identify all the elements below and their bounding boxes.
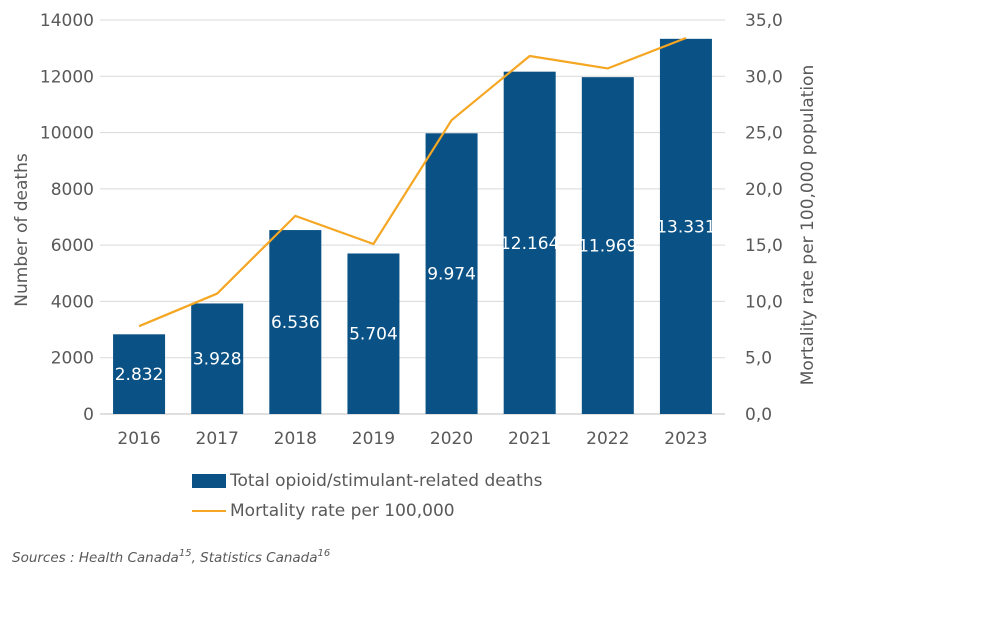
legend-item-line: Mortality rate per 100,000 bbox=[192, 496, 542, 526]
right-tick-label: 25,0 bbox=[745, 124, 783, 144]
legend-line-label: Mortality rate per 100,000 bbox=[230, 501, 455, 521]
bar-data-label: 11.969 bbox=[578, 237, 637, 257]
source-ref-2: 16 bbox=[317, 548, 331, 559]
line-series bbox=[138, 36, 687, 328]
x-tick-label: 2020 bbox=[430, 429, 473, 449]
legend: Total opioid/stimulant-related deaths Mo… bbox=[192, 466, 542, 526]
x-tick-label: 2023 bbox=[664, 429, 707, 449]
legend-item-bars: Total opioid/stimulant-related deaths bbox=[192, 466, 542, 496]
left-tick-label: 8000 bbox=[51, 180, 94, 200]
x-tick-label: 2021 bbox=[508, 429, 551, 449]
right-tick-label: 15,0 bbox=[745, 236, 783, 256]
right-tick-label: 35,0 bbox=[745, 11, 783, 31]
right-tick-label: 20,0 bbox=[745, 180, 783, 200]
right-tick-label: 5,0 bbox=[745, 349, 772, 369]
left-tick-label: 0 bbox=[83, 405, 94, 425]
right-tick-label: 0,0 bbox=[745, 405, 772, 425]
bar-data-label: 5.704 bbox=[349, 325, 398, 345]
right-tick-label: 10,0 bbox=[745, 292, 783, 312]
bar bbox=[113, 334, 166, 414]
bar bbox=[659, 38, 712, 414]
bar bbox=[503, 71, 556, 414]
bar-data-label: 2.832 bbox=[115, 365, 164, 385]
left-tick-label: 2000 bbox=[51, 349, 94, 369]
bar-data-label: 6.536 bbox=[271, 313, 320, 333]
right-axis-ticks: 0,0 5,0 10,0 15,0 20,0 25,0 30,0 35,0 bbox=[745, 11, 783, 425]
source-separator: , Statistics Canada bbox=[191, 550, 318, 566]
left-tick-label: 12000 bbox=[40, 67, 94, 87]
x-tick-label: 2016 bbox=[117, 429, 160, 449]
left-tick-label: 6000 bbox=[51, 236, 94, 256]
x-axis-ticks: 2016 2017 2018 2019 2020 2021 2022 2023 bbox=[117, 429, 707, 449]
legend-bar-swatch bbox=[192, 474, 226, 488]
bar bbox=[269, 230, 322, 414]
bar-data-label: 3.928 bbox=[193, 350, 242, 370]
left-tick-label: 10000 bbox=[40, 124, 94, 144]
x-tick-label: 2019 bbox=[352, 429, 395, 449]
x-tick-label: 2018 bbox=[274, 429, 317, 449]
bar-data-label: 9.974 bbox=[427, 265, 476, 285]
left-axis-ticks: 0 2000 4000 6000 8000 10000 12000 14000 bbox=[40, 11, 94, 425]
left-tick-label: 4000 bbox=[51, 292, 94, 312]
x-tick-label: 2022 bbox=[586, 429, 629, 449]
right-tick-label: 30,0 bbox=[745, 67, 783, 87]
source-ref-1: 15 bbox=[178, 548, 192, 559]
bar bbox=[425, 133, 478, 414]
right-axis-title: Mortality rate per 100,000 population bbox=[798, 65, 818, 385]
bar bbox=[191, 303, 244, 414]
x-tick-label: 2017 bbox=[196, 429, 239, 449]
bar-series: 2.832 3.928 6.536 5.704 9.974 12.164 11.969 13.… bbox=[113, 38, 716, 414]
bar-data-label: 12.164 bbox=[500, 234, 559, 254]
bar bbox=[347, 253, 400, 414]
legend-line-swatch bbox=[192, 510, 226, 512]
bar bbox=[581, 77, 634, 414]
mortality-rate-line bbox=[138, 36, 687, 328]
bar-data-label: 13.331 bbox=[656, 217, 715, 237]
source-note: Sources : Health Canada15, Statistics Ca… bbox=[12, 548, 330, 566]
legend-bar-label: Total opioid/stimulant-related deaths bbox=[230, 471, 543, 491]
left-tick-label: 14000 bbox=[40, 11, 94, 31]
left-axis-title: Number of deaths bbox=[12, 153, 32, 307]
source-prefix: Sources : Health Canada bbox=[12, 550, 179, 566]
